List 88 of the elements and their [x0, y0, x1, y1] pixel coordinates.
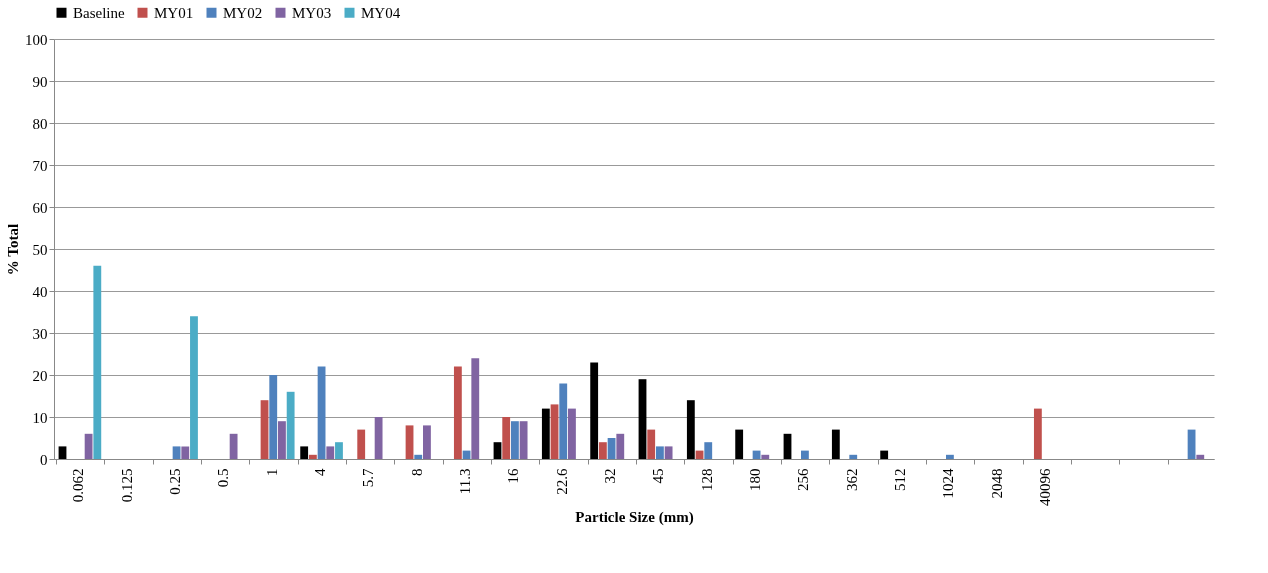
- legend-label: MY04: [361, 4, 401, 21]
- bar: [655, 446, 664, 459]
- bar: [616, 433, 625, 459]
- bar: [945, 454, 954, 459]
- y-tick-label: 80: [32, 115, 48, 132]
- bar: [453, 366, 462, 459]
- bar: [229, 433, 238, 459]
- bar: [181, 446, 190, 459]
- y-tick-label: 60: [32, 199, 48, 216]
- bar: [607, 438, 616, 459]
- x-tick-label: 1024: [940, 468, 957, 499]
- bar: [335, 442, 343, 459]
- bar: [735, 429, 744, 459]
- x-tick-label: 256: [795, 468, 812, 491]
- y-tick-label: 100: [25, 31, 48, 48]
- bar: [550, 404, 559, 459]
- bar: [761, 454, 770, 459]
- x-tick-label: 16: [505, 468, 522, 484]
- bar: [686, 400, 695, 459]
- legend-label: Baseline: [73, 4, 125, 21]
- x-tick-label: 5.7: [360, 468, 377, 488]
- bar: [541, 408, 550, 459]
- x-tick-label: 1: [263, 468, 280, 476]
- bar: [598, 442, 607, 459]
- bar: [423, 425, 431, 459]
- x-tick-label: 22.6: [553, 468, 570, 495]
- x-tick-label: 0.25: [166, 468, 183, 495]
- bar: [374, 417, 383, 459]
- legend-label: MY02: [223, 4, 263, 21]
- bar: [800, 450, 809, 459]
- x-tick-label: 8: [408, 468, 425, 476]
- bar: [58, 446, 67, 459]
- y-tick-label: 70: [32, 157, 48, 174]
- x-tick-label: 11.3: [456, 468, 473, 495]
- y-tick-label: 50: [32, 241, 48, 258]
- x-tick-label: 32: [601, 468, 618, 484]
- bar: [502, 417, 511, 459]
- y-tick-label: 20: [32, 367, 48, 384]
- y-tick-label: 0: [40, 451, 48, 468]
- x-tick-label: 0.125: [118, 468, 135, 503]
- legend-label: MY03: [292, 4, 332, 21]
- x-tick-label: 512: [891, 468, 908, 491]
- y-tick-label: 30: [32, 325, 48, 342]
- bar: [849, 454, 858, 459]
- bar: [638, 379, 647, 459]
- bar: [1033, 408, 1042, 459]
- y-tick-label: 10: [32, 409, 48, 426]
- bar: [326, 446, 335, 459]
- bar: [414, 454, 423, 459]
- bar: [84, 433, 93, 459]
- bar: [471, 358, 480, 459]
- x-tick-label: 2048: [988, 468, 1005, 499]
- y-tick-label: 90: [32, 73, 48, 90]
- y-tick-label: 40: [32, 283, 48, 300]
- y-axis-title: % Total: [5, 223, 21, 276]
- bar: [190, 316, 198, 459]
- bar: [260, 400, 269, 459]
- bar: [278, 421, 286, 459]
- bar: [880, 450, 889, 459]
- bar: [93, 265, 102, 459]
- x-tick-label: 4: [311, 468, 328, 476]
- bar: [1196, 454, 1205, 459]
- bar: [568, 408, 576, 459]
- x-axis-title: Particle Size (mm): [575, 509, 694, 526]
- bar: [269, 375, 278, 459]
- x-tick-label: 180: [746, 468, 763, 491]
- bar: [405, 425, 414, 459]
- x-tick-label: 128: [698, 468, 715, 491]
- x-tick-label: 45: [650, 468, 667, 484]
- bar: [519, 421, 528, 459]
- bar: [510, 421, 519, 459]
- bar: [357, 429, 366, 459]
- bar: [664, 446, 673, 459]
- x-tick-label: 0.062: [70, 468, 87, 503]
- legend-label: MY01: [154, 4, 194, 21]
- bar: [493, 442, 502, 459]
- bar: [559, 383, 568, 459]
- bar: [831, 429, 840, 459]
- bar: [172, 446, 181, 459]
- bar: [300, 446, 309, 459]
- bar: [286, 391, 295, 459]
- x-tick-label: 0.5: [215, 468, 232, 488]
- bar: [590, 362, 599, 459]
- bar: [308, 454, 317, 459]
- bar: [704, 442, 713, 459]
- x-tick-label: 40096: [1036, 468, 1053, 506]
- x-tick-label: 362: [843, 468, 860, 491]
- bar: [647, 429, 656, 459]
